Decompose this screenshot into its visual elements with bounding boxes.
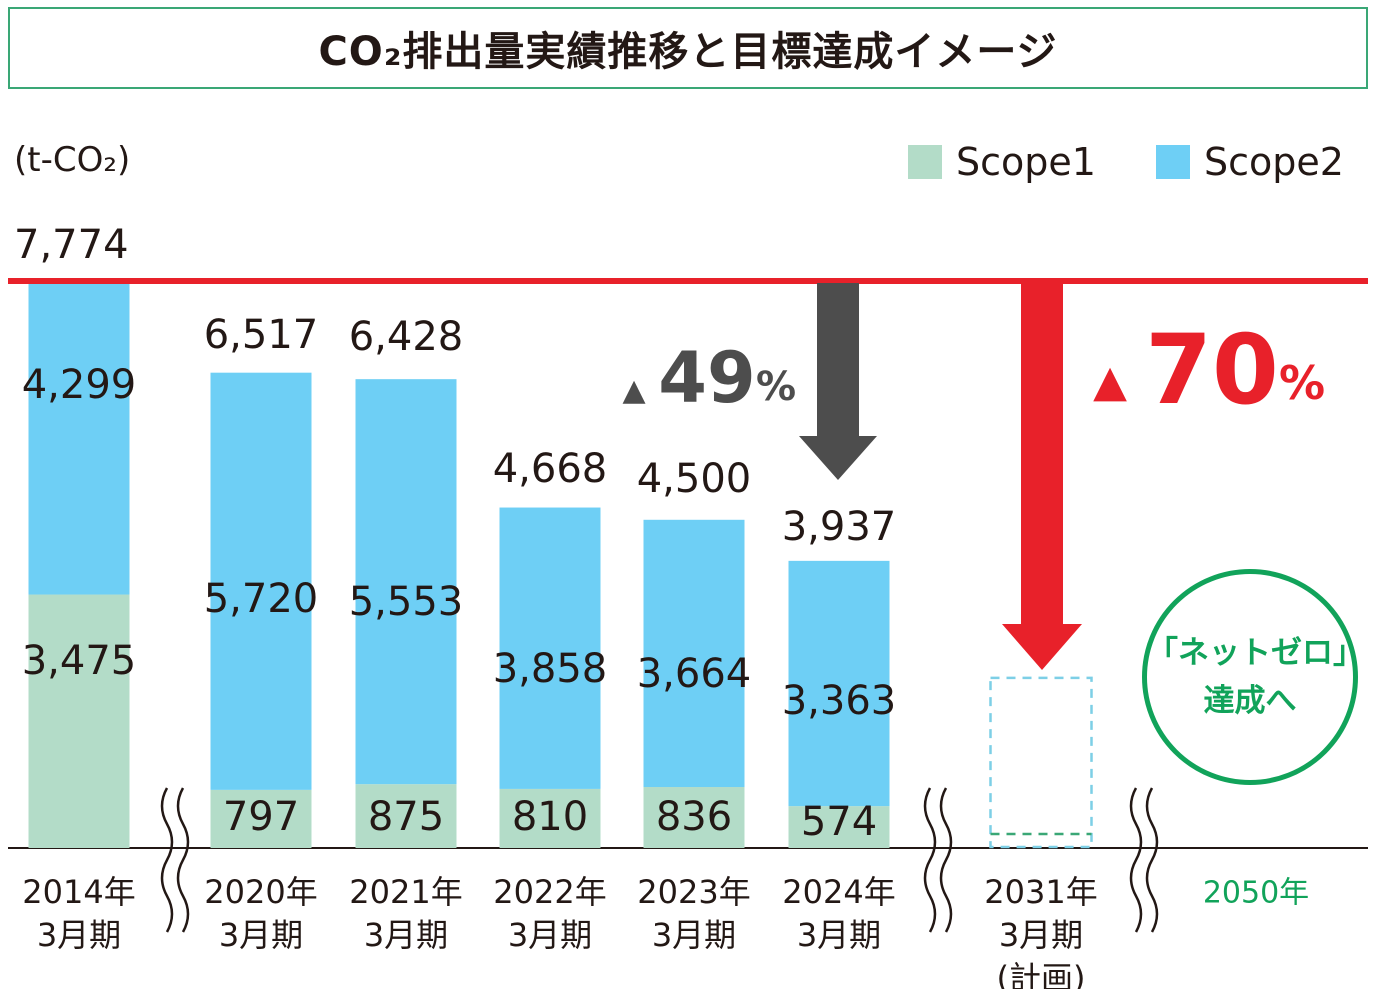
legend-scope2: Scope2 bbox=[1156, 140, 1344, 184]
scope1-value-label: 875 bbox=[368, 794, 444, 840]
scope2-value-label: 3,664 bbox=[637, 651, 752, 697]
x-tick-label: 2050年 bbox=[1203, 876, 1309, 911]
reduction-arrow-49 bbox=[799, 283, 877, 480]
bar-scope2 bbox=[355, 379, 457, 785]
target-70-unit: % bbox=[1279, 356, 1325, 410]
legend-scope2-swatch bbox=[1156, 145, 1190, 179]
bar-scope2 bbox=[28, 281, 130, 595]
scope2-value-label: 3,363 bbox=[782, 678, 897, 724]
total-value-label: 4,500 bbox=[637, 456, 752, 502]
reduction-49-unit: % bbox=[756, 364, 796, 410]
netzero-line1: 「ネットゼロ」 bbox=[1147, 635, 1364, 671]
x-tick-label: 3月期 bbox=[219, 916, 303, 954]
bar-scope1 bbox=[355, 784, 457, 848]
axis-break-mark bbox=[939, 787, 953, 933]
bar-scope1 bbox=[788, 806, 890, 848]
unit-label: (t-CO₂) bbox=[14, 140, 131, 180]
netzero-circle: 「ネットゼロ」 達成へ bbox=[1142, 569, 1364, 785]
x-tick-label: 3月期 bbox=[652, 916, 736, 954]
scope2-value-label: 5,553 bbox=[349, 579, 464, 625]
bar-scope1 bbox=[28, 594, 130, 848]
x-tick-label: 2021年 bbox=[349, 873, 462, 911]
scope1-value-label: 574 bbox=[801, 799, 877, 845]
x-tick-label: 3月期 bbox=[508, 916, 592, 954]
x-tick-label: 2023年 bbox=[637, 873, 750, 911]
netzero-line2: 達成へ bbox=[1203, 683, 1297, 719]
total-value-label: 6,517 bbox=[204, 312, 319, 358]
scope2-value-label: 3,858 bbox=[493, 646, 608, 692]
x-tick-label: 2024年 bbox=[782, 873, 895, 911]
scope1-value-label: 3,475 bbox=[22, 638, 137, 684]
total-value-label: 6,428 bbox=[349, 314, 464, 360]
axis-break-mark bbox=[1129, 787, 1143, 933]
legend-scope1-label: Scope1 bbox=[956, 140, 1096, 184]
x-tick-label: 2022年 bbox=[493, 873, 606, 911]
scope2-value-label: 4,299 bbox=[22, 362, 137, 408]
scope1-value-label: 836 bbox=[656, 794, 732, 840]
chart-title: CO₂排出量実績推移と目標達成イメージ bbox=[318, 29, 1058, 75]
bar-scope2 bbox=[499, 507, 601, 789]
target-arrow-70 bbox=[1002, 283, 1082, 670]
scope1-value-label: 797 bbox=[223, 794, 299, 840]
total-value-label: 4,668 bbox=[493, 446, 608, 492]
target-70-marker: ▲ bbox=[1093, 356, 1127, 407]
reduction-49-marker: ▲ bbox=[622, 373, 645, 408]
bar-scope1 bbox=[210, 789, 312, 848]
total-value-label: 3,937 bbox=[782, 504, 897, 550]
x-tick-label: 3月期 bbox=[37, 916, 121, 954]
x-tick-label: 3月期 bbox=[797, 916, 881, 954]
x-tick-label: (計画) bbox=[997, 959, 1086, 989]
axis-break-mark bbox=[160, 787, 174, 933]
target-70-value: 70 bbox=[1145, 314, 1279, 426]
x-tick-label: 2031年 bbox=[984, 873, 1097, 911]
reduction-49-value: 49 bbox=[658, 337, 755, 419]
axis-break-mark bbox=[176, 787, 190, 933]
bar-scope2 bbox=[788, 560, 890, 807]
baseline-label: 7,774 bbox=[14, 222, 129, 268]
scope1-value-label: 810 bbox=[512, 794, 588, 840]
x-tick-label: 3月期 bbox=[364, 916, 448, 954]
bar-scope2 bbox=[210, 372, 312, 790]
bar-scope2 bbox=[643, 519, 745, 788]
x-tick-label: 2020年 bbox=[204, 873, 317, 911]
legend-scope1: Scope1 bbox=[908, 140, 1096, 184]
legend-scope1-swatch bbox=[908, 145, 942, 179]
bar-scope1 bbox=[643, 787, 745, 848]
x-tick-label: 2014年 bbox=[22, 873, 135, 911]
bar-scope1 bbox=[499, 788, 601, 848]
legend-scope2-label: Scope2 bbox=[1204, 140, 1344, 184]
chart-title-box: CO₂排出量実績推移と目標達成イメージ bbox=[8, 7, 1368, 89]
x-tick-label: 3月期 bbox=[999, 916, 1083, 954]
bar-planned-outline bbox=[989, 676, 1093, 849]
axis-break-mark bbox=[923, 787, 937, 933]
axis-break-mark bbox=[1145, 787, 1159, 933]
scope2-value-label: 5,720 bbox=[204, 576, 319, 622]
